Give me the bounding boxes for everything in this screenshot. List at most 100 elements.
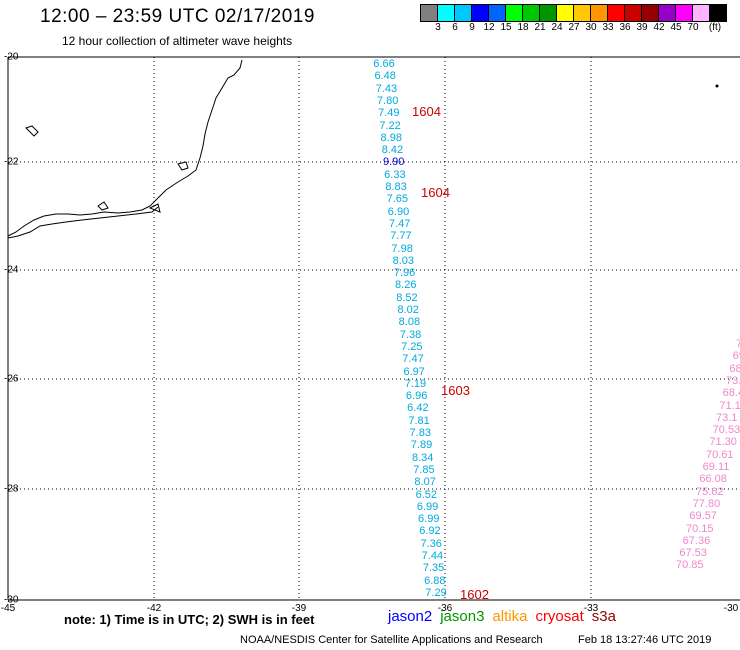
wave-height-value: 6.33 [384, 168, 406, 181]
wave-height-value: 6.52 [415, 488, 438, 501]
legend-label: 45 [670, 22, 682, 33]
wave-height-value: 8.83 [385, 181, 407, 193]
legend-label: 3 [435, 22, 441, 33]
wave-height-value-east: 69.57 [689, 510, 717, 523]
longitude-label: -33 [583, 603, 599, 614]
grid-lines [8, 57, 740, 600]
legend-label: 15 [500, 22, 512, 33]
legend-label: 42 [653, 22, 665, 33]
credit-line: NOAA/NESDIS Center for Satellite Applica… [240, 634, 543, 646]
wave-height-value-east: 67.36 [682, 534, 711, 547]
wave-height-value: 8.52 [396, 291, 418, 304]
wave-height-value: 7.22 [379, 119, 401, 132]
wave-height-value-east: 66.08 [699, 473, 727, 486]
legend-label: 21 [534, 22, 546, 33]
legend-label: 9 [469, 22, 475, 33]
wave-height-value: 8.02 [397, 304, 419, 316]
latitude-label: -24 [4, 264, 19, 276]
longitude-label: -42 [146, 603, 162, 614]
wave-height-value: 7.85 [413, 463, 435, 476]
wave-height-value-east: 70.61 [706, 448, 734, 461]
wave-height-value: 7.47 [389, 217, 411, 230]
wave-height-value: 7.43 [375, 82, 398, 95]
legend-swatch [709, 4, 727, 22]
legend-label: 33 [602, 22, 614, 33]
color-legend-labels: 3 6 9 12 15 18 21 24 27 30 33 36 39 42 45 70 (ft) [421, 22, 740, 36]
island-dot [715, 84, 719, 88]
wave-height-value-east: 71.1 [719, 399, 740, 412]
satellite-label-cryosat: cryosat [535, 608, 584, 625]
wave-height-value: 7.89 [410, 439, 433, 452]
wave-height-value: 8.98 [380, 131, 402, 144]
cycle-label: 1602 [460, 587, 489, 602]
map-title: 12:00 – 23:59 UTC 02/17/2019 [40, 6, 315, 27]
legend-label: 27 [568, 22, 580, 33]
wave-height-value: 8.03 [392, 254, 415, 267]
wave-height-value: 6.42 [407, 402, 429, 415]
wave-height-value: 8.34 [411, 451, 434, 464]
latitude-label: -28 [4, 483, 19, 495]
wave-height-value: 7.36 [420, 537, 442, 550]
map-frame [7, 56, 740, 601]
wave-height-value: 7.49 [378, 107, 400, 120]
legend-label: 12 [483, 22, 495, 33]
longitude-label: -39 [291, 603, 307, 614]
wave-height-value-east: 68 [729, 362, 740, 375]
wave-height-value-east: 75.62 [696, 485, 724, 498]
wave-height-value: 6.96 [405, 390, 428, 403]
wave-height-value: 9.90 [382, 156, 405, 169]
legend-label: 36 [619, 22, 631, 33]
wave-height-value: 7.98 [391, 242, 413, 255]
wave-height-value: 7.25 [401, 340, 423, 353]
wave-height-value: 7.83 [409, 427, 431, 439]
wave-height-value: 7.19 [404, 377, 427, 390]
wave-height-value-east: 69 [732, 350, 740, 363]
legend-label: 70 [687, 22, 699, 33]
cycle-label: 1604 [421, 185, 450, 200]
wave-height-value: 6.99 [416, 500, 439, 513]
wave-height-value: 7.47 [402, 353, 424, 366]
wave-height-value: 6.88 [424, 574, 446, 587]
wave-height-value: 7.80 [376, 94, 399, 107]
footer-note: note: 1) Time is in UTC; 2) SWH is in fe… [64, 612, 315, 627]
latitude-label: -20 [4, 51, 19, 63]
wave-height-value: 8.42 [381, 144, 404, 157]
coastline [7, 59, 243, 239]
wave-height-value: 7.38 [399, 328, 422, 341]
wave-height-value: 7.65 [386, 193, 409, 206]
satellite-legend: jason2 jason3 altika cryosat s3a [388, 608, 616, 625]
satellite-label-jason3: jason3 [440, 608, 485, 625]
wave-height-value: 7.81 [408, 414, 430, 427]
satellite-label-altika: altika [492, 608, 528, 625]
longitude-label: -30 [723, 603, 739, 614]
legend-label: 18 [517, 22, 529, 33]
cycle-label: 1603 [441, 383, 470, 398]
legend-label: 30 [585, 22, 597, 33]
wave-height-value-east: 70.15 [686, 522, 714, 535]
wave-height-value-east: 71.30 [709, 436, 737, 449]
wave-height-value: 8.07 [414, 476, 436, 489]
legend-label: 24 [551, 22, 563, 33]
wave-height-value-east: 73. [726, 374, 740, 387]
wave-height-value: 6.48 [374, 70, 396, 83]
wave-height-value-east: 70.85 [676, 559, 704, 572]
wave-height-value-east: 68.4 [722, 387, 740, 400]
wave-height-value: 6.99 [418, 513, 440, 526]
wave-height-value: 7.44 [421, 550, 444, 562]
wave-height-value-east: 70.53 [712, 424, 740, 437]
color-legend [420, 4, 727, 22]
wave-height-value: 6.66 [373, 58, 395, 70]
wave-height-value-east: 73.1 [716, 411, 738, 424]
wave-height-value-east: 7 [736, 338, 740, 350]
map-subtitle: 12 hour collection of altimeter wave hei… [62, 34, 293, 48]
latitude-label: -26 [4, 373, 19, 385]
legend-label: (ft) [708, 22, 722, 33]
satellite-label-s3a: s3a [591, 608, 616, 625]
wave-height-value: 7.29 [425, 586, 447, 599]
wave-height-value: 7.77 [390, 230, 412, 243]
legend-label: 6 [452, 22, 458, 33]
wave-height-value-east: 69.11 [702, 461, 730, 473]
wave-height-value: 8.26 [395, 279, 417, 292]
latitude-label: -22 [4, 156, 19, 168]
